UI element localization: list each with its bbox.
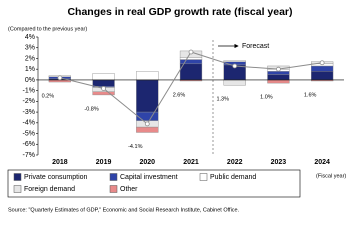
x-tick-label: 2018 [52,159,68,166]
legend-box [7,169,301,198]
y-tick-label: 1% [25,66,35,73]
total-marker [144,121,150,127]
x-tick-label: 2020 [139,159,155,166]
legend-swatch [13,185,22,193]
total-marker [276,66,281,72]
bar-segment [179,59,203,65]
legend-label: Public demand [210,174,256,181]
legend-label: Capital investment [120,174,178,181]
value-label: 1.6% [304,92,317,98]
y-tick-label: -1% [23,87,35,94]
x-tick-label: 2021 [183,159,199,166]
bar-segment [92,91,115,96]
bar-segment [311,65,334,72]
total-marker [232,63,238,69]
x-tick-label: 2024 [314,159,330,166]
bar-segment [136,111,159,121]
y-tick-label: -3% [23,109,35,116]
legend-swatch [199,173,208,181]
x-tick-label: 2019 [96,159,112,166]
total-marker [319,60,325,66]
legend-swatch [109,185,118,193]
legend-swatch [109,173,118,181]
bar-segment [179,57,203,60]
y-tick-label: 2% [25,55,35,62]
bar-segment [267,74,290,81]
y-tick-label: -4% [23,120,35,127]
x-axis-label: (Fiscal year) [316,173,346,179]
bar-segment [92,79,115,87]
bar-segment [267,71,290,75]
bar-segment [136,126,159,133]
y-tick-label: 3% [25,45,35,52]
legend-label: Foreign demand [24,186,75,193]
bar-segment [136,71,159,81]
total-marker [57,75,63,81]
legend-swatch [13,173,22,181]
bar-segment [179,63,203,81]
bar-segment [267,79,290,84]
value-label: 0.2% [42,94,55,100]
value-label: 2.6% [173,92,186,98]
annotation: Forecast [242,43,269,50]
y-tick-label: -2% [23,98,35,105]
subtitle: (Compared to the previous year) [8,26,87,32]
x-tick-label: 2022 [227,159,243,166]
bar-segment [223,60,246,62]
source: Source: "Quarterly Estimates of GDP," Ec… [8,207,240,213]
total-marker [188,49,194,55]
value-label: 1.3% [216,97,229,103]
legend-label: Private consumption [24,174,88,181]
total-marker [101,86,106,91]
y-tick-label: -5% [23,130,35,137]
y-tick-label: -7% [23,152,35,159]
value-label: -0.8% [84,106,98,112]
y-tick-label: 4% [25,34,35,41]
value-label: -4.1% [128,144,142,150]
chart-title: Changes in real GDP growth rate (fiscal … [67,6,292,18]
x-tick-label: 2023 [271,159,287,166]
bar-segment [92,73,115,81]
bar-segment [223,79,246,86]
legend-label: Other [120,186,138,193]
bar-segment [311,71,334,81]
y-tick-label: -6% [23,141,35,148]
bar-segment [136,79,159,113]
value-label: 1.0% [260,95,273,101]
chart: Changes in real GDP growth rate (fiscal … [7,6,346,213]
bar-segment [48,79,71,83]
y-tick-label: 0% [25,77,35,84]
